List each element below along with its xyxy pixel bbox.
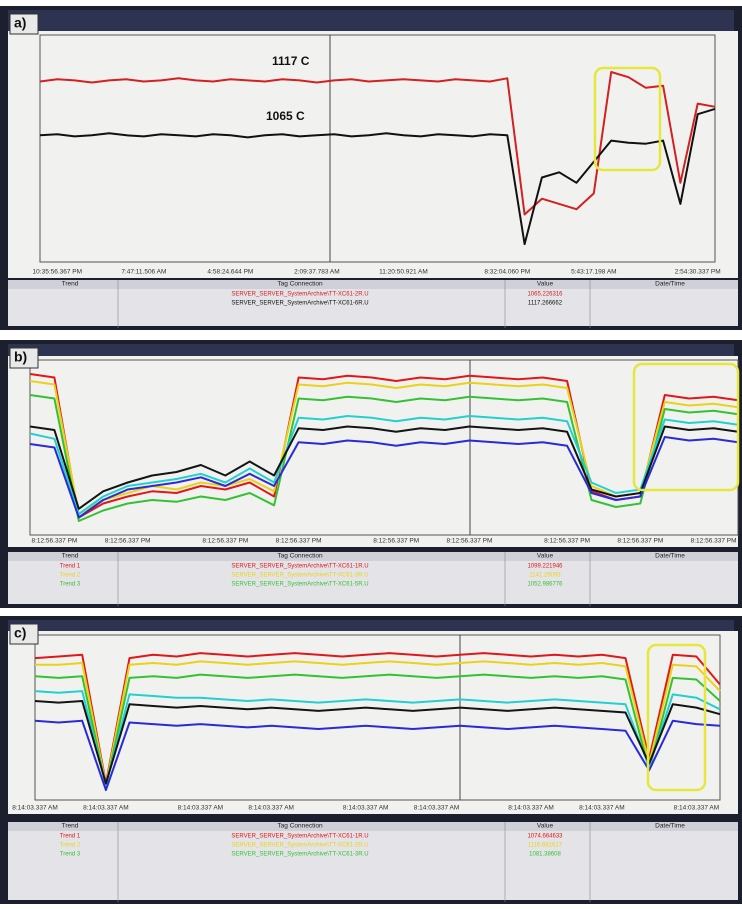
x-tick-label: 8:12:56.337 PM — [544, 538, 590, 545]
table-header: Trend — [62, 281, 79, 288]
x-tick-label: 8:14:03.337 AM — [414, 805, 460, 812]
table-cell: 1065.226316 — [527, 292, 563, 298]
annotation: 1117 C — [272, 54, 310, 68]
table-cell: SERVER_SERVER_SystemArchive\TT-XC61-2R.U — [231, 843, 368, 849]
table-header: Value — [537, 281, 554, 288]
table-header: Trend — [62, 823, 79, 830]
x-tick-label: 2:54:30.337 PM — [675, 269, 721, 276]
x-tick-label: 8:12:56.337 PM — [617, 538, 663, 545]
x-tick-label: 8:12:56.337 PM — [31, 538, 77, 545]
x-tick-label: 10:35:56.367 PM — [33, 269, 83, 276]
table-header: Date/Time — [655, 281, 685, 288]
table-cell: 1141.29093 — [529, 573, 561, 579]
x-tick-label: 2:09:37.783 AM — [294, 269, 340, 276]
x-tick-label: 8:12:56.337 PM — [202, 538, 248, 545]
table-cell: 1052.986776 — [527, 582, 563, 588]
table-cell: 1099.221946 — [527, 564, 563, 570]
x-tick-label: 8:14:03.337 AM — [178, 805, 224, 812]
x-tick-label: 8:14:03.337 AM — [12, 805, 58, 812]
x-tick-label: 8:12:56.337 PM — [105, 538, 151, 545]
x-tick-label: 8:14:03.337 AM — [579, 805, 625, 812]
table-cell: SERVER_SERVER_SystemArchive\TT-XC61-5R.U — [231, 582, 368, 588]
x-tick-label: 8:32:04.060 PM — [484, 269, 530, 276]
x-tick-label: 5:43:17.198 AM — [571, 269, 617, 276]
x-tick-label: 8:12:56.337 PM — [373, 538, 419, 545]
toolbar — [8, 344, 734, 356]
table-cell: Trend 1 — [60, 564, 81, 570]
x-tick-label: 8:12:56.337 PM — [691, 538, 737, 545]
table-cell: 1081.38608 — [529, 852, 561, 858]
x-tick-label: 8:14:03.337 AM — [83, 805, 129, 812]
x-tick-label: 8:12:56.337 PM — [276, 538, 322, 545]
x-tick-label: 8:14:03.337 AM — [248, 805, 294, 812]
table-header: Tag Connection — [277, 823, 323, 830]
table-header: Tag Connection — [277, 553, 323, 560]
x-tick-label: 8:14:03.337 AM — [508, 805, 554, 812]
x-tick-label: 7:47:11.506 AM — [121, 269, 166, 276]
toolbar — [8, 620, 734, 631]
table-cell: 1074.664633 — [527, 834, 563, 840]
table-header-bg — [8, 280, 738, 289]
table-cell: SERVER_SERVER_SystemArchive\TT-XC61-3R.U — [231, 852, 368, 858]
table-cell: Trend 3 — [60, 582, 81, 588]
table-cell: 1116.681617 — [528, 843, 563, 849]
table-cell: SERVER_SERVER_SystemArchive\TT-XC61-1R.U — [231, 564, 368, 570]
toolbar — [8, 10, 734, 31]
x-tick-label: 8:14:03.337 AM — [343, 805, 389, 812]
table-header-bg — [8, 822, 738, 831]
table-header: Date/Time — [655, 823, 685, 830]
table-cell: SERVER_SERVER_SystemArchive\TT-XC61-3R.U — [231, 573, 368, 579]
table-header: Trend — [62, 553, 79, 560]
x-tick-label: 8:14:03.337 AM — [674, 805, 720, 812]
table-header: Value — [537, 553, 554, 560]
panel-label: c) — [14, 625, 26, 641]
table-header: Value — [537, 823, 554, 830]
panel-label: b) — [14, 349, 27, 365]
x-tick-label: 8:12:56.337 PM — [446, 538, 492, 545]
table-cell: Trend 2 — [60, 573, 81, 579]
panel-label: a) — [14, 15, 26, 31]
table-bg — [8, 822, 738, 900]
table-cell: SERVER_SERVER_SystemArchive\TT-XC61-1R.U — [231, 834, 368, 840]
x-tick-label: 11:20:50.921 AM — [379, 269, 428, 276]
table-cell: SERVER_SERVER_SystemArchive\TT-XC61-6R.U — [231, 301, 368, 307]
table-cell: SERVER_SERVER_SystemArchive\TT-XC61-2R.U — [231, 292, 368, 298]
table-header-bg — [8, 552, 738, 561]
table-cell: Trend 3 — [60, 852, 81, 858]
x-tick-label: 4:58:24.644 PM — [207, 269, 253, 276]
table-cell: Trend 1 — [60, 834, 81, 840]
figure: a) 10:35:56.367 PM 7:47:11.506 AM 4:58:24.6… — [0, 0, 742, 904]
table-header: Date/Time — [655, 553, 685, 560]
table-cell: 1117.266662 — [528, 301, 563, 307]
table-header: Tag Connection — [277, 281, 323, 288]
annotation: 1065 C — [266, 109, 305, 123]
table-cell: Trend 2 — [60, 843, 81, 849]
